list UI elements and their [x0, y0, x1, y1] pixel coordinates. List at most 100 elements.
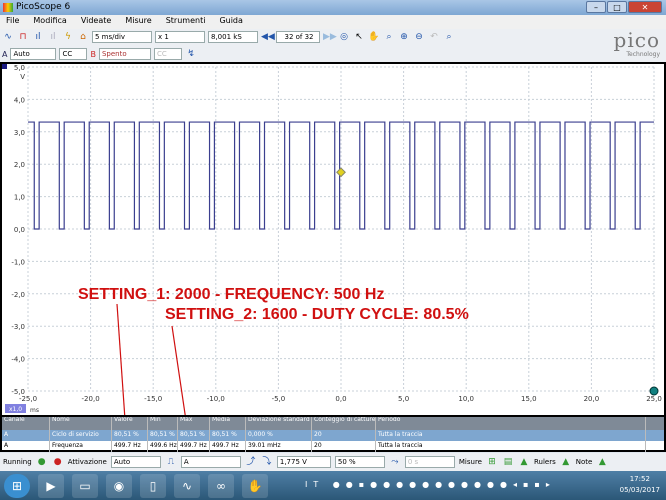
pretrigger-input[interactable]: 50 %: [334, 456, 385, 468]
delay-input[interactable]: 0 s: [404, 456, 455, 468]
y-tick-label: 5,0: [14, 64, 25, 72]
rising-edge-icon[interactable]: ⤴: [246, 457, 256, 467]
x-tick-label: -20,0: [82, 395, 100, 403]
close-button[interactable]: ✕: [628, 1, 662, 13]
y-tick-label: -1,0: [11, 258, 25, 266]
minimize-button[interactable]: –: [586, 1, 606, 13]
edit-measure-icon[interactable]: ▤: [503, 457, 513, 467]
start-icon[interactable]: ●: [37, 457, 46, 467]
channel-b-range[interactable]: Spento: [98, 48, 151, 60]
chrome-icon[interactable]: ◉: [106, 473, 132, 498]
y-tick-label: -2,0: [11, 291, 25, 299]
table-cell: A: [2, 441, 50, 452]
home-icon[interactable]: ⌂: [80, 32, 86, 42]
spectrum-mode-icon[interactable]: ıl: [35, 32, 41, 42]
system-tray: IT ●●▪●●●●●●●●●●●◂▪▪▸: [305, 480, 556, 489]
falling-edge-icon[interactable]: ⤵: [262, 457, 272, 467]
table-cell: Tutta la traccia: [376, 441, 646, 452]
clock[interactable]: 17:52 05/03/2017: [620, 474, 660, 496]
next-capture-icon[interactable]: ▶▶: [323, 32, 337, 42]
zoom-icon[interactable]: ⌕: [386, 32, 392, 42]
clock-date: 05/03/2017: [619, 486, 660, 494]
pointer-icon[interactable]: ↖: [355, 32, 363, 42]
channel-a-label[interactable]: A: [2, 49, 8, 59]
zoom-in-icon[interactable]: ⊕: [400, 32, 408, 42]
scope-mode-icon[interactable]: ∿: [4, 32, 12, 42]
column-header[interactable]: Canale: [2, 417, 50, 430]
channel-a-range[interactable]: Auto: [10, 48, 57, 60]
menu-guida[interactable]: Guida: [219, 16, 243, 25]
menu-videate[interactable]: Videate: [80, 16, 112, 25]
menu-bar: File Modifica Videate Misure Strumenti G…: [0, 15, 666, 29]
explorer-icon[interactable]: ▭: [72, 473, 98, 498]
column-header[interactable]: Conteggio di catture: [312, 417, 376, 430]
arduino-icon[interactable]: ∞: [208, 473, 234, 498]
undo-zoom-icon[interactable]: ↶: [430, 32, 438, 42]
annotation-arrow: [116, 303, 126, 415]
timebase-select[interactable]: 5 ms/div: [92, 31, 152, 43]
clock-time: 17:52: [629, 475, 650, 483]
table-cell: 80,51 %: [112, 430, 148, 441]
channel-b-label[interactable]: B: [90, 49, 96, 59]
persistence-mode-icon[interactable]: ⊓: [19, 32, 27, 42]
channel-a-coupling[interactable]: CC: [59, 48, 88, 60]
remove-measure-icon[interactable]: ▲: [520, 457, 528, 467]
taskbar: ⊞ ▶ ▭ ◉ ▯ ∿ ∞ ✋ IT ●●▪●●●●●●●●●●●◂▪▪▸ 17…: [0, 471, 666, 500]
y-unit-label: V: [20, 73, 25, 81]
menu-strumenti[interactable]: Strumenti: [165, 16, 206, 25]
threshold-input[interactable]: 1,775 V: [276, 456, 331, 468]
column-header[interactable]: Max: [178, 417, 210, 430]
column-header[interactable]: Periodo: [376, 417, 646, 430]
add-measure-icon[interactable]: ⊞: [488, 457, 496, 467]
column-header[interactable]: Min: [148, 417, 178, 430]
language-indicator[interactable]: IT: [305, 480, 325, 489]
zoom-badge: [5, 404, 26, 413]
column-header[interactable]: Nome: [50, 417, 112, 430]
table-cell: 499.7 Hz: [178, 441, 210, 452]
maximize-button[interactable]: □: [607, 1, 627, 13]
trigger-delay-icon[interactable]: ⤳: [391, 457, 399, 467]
annotation-duty-cycle: SETTING_2: 1600 - DUTY CYCLE: 80.5%: [165, 306, 469, 323]
samples-input[interactable]: 8,001 kS: [208, 31, 258, 43]
signal-generator-icon[interactable]: ϟ: [65, 32, 71, 42]
notes-icon[interactable]: ▲: [598, 457, 606, 467]
start-menu-icon[interactable]: ⊞: [4, 473, 30, 498]
hand-icon[interactable]: ✋: [368, 32, 380, 42]
column-header[interactable]: Deviazione standard: [246, 417, 312, 430]
capture-counter[interactable]: 32 of 32: [276, 31, 320, 43]
channel-properties-icon[interactable]: ↯: [187, 49, 195, 59]
main-toolbar: ∿ ⊓ ıl ıl ϟ ⌂ 5 ms/div x 1 8,001 kS ◀◀ 3…: [0, 29, 560, 45]
channel-b-coupling[interactable]: CC: [153, 48, 182, 60]
table-cell: 80,51 %: [210, 430, 246, 441]
stop-icon[interactable]: ●: [53, 457, 62, 467]
trigger-source-select[interactable]: A: [180, 456, 241, 468]
compass-icon[interactable]: ◎: [340, 32, 348, 42]
x-tick-label: 15,0: [521, 395, 537, 403]
x-tick-label: 10,0: [458, 395, 474, 403]
measures-label: Misure: [458, 458, 482, 466]
media-player-icon[interactable]: ▶: [38, 473, 64, 498]
scope-plot[interactable]: 5,0 4,0 3,0 2,0 1,0 0,0 -1,0 -2,0 -3,0 -4,0 -5,0 -2…: [0, 62, 666, 417]
rulers-icon[interactable]: ▲: [562, 457, 570, 467]
channel-toolbar: A Auto CC B Spento CC ↯: [0, 46, 560, 62]
app-icon[interactable]: ▯: [140, 473, 166, 498]
menu-modifica[interactable]: Modifica: [33, 16, 67, 25]
picoscope-taskbar-icon[interactable]: ∿: [174, 473, 200, 498]
menu-misure[interactable]: Misure: [125, 16, 152, 25]
zoom-out-icon[interactable]: ⊖: [415, 32, 423, 42]
y-tick-label: 1,0: [14, 194, 25, 202]
table-row[interactable]: A Ciclo di servizio 80,51 % 80,51 % 80,51 % 8…: [2, 430, 664, 441]
table-row[interactable]: A Frequenza 499.7 Hz 499.6 Hz 499.7 Hz 499.7 …: [2, 441, 664, 452]
trigger-edge-icon[interactable]: ⎍: [167, 457, 175, 467]
table-cell: 20: [312, 430, 376, 441]
hand-app-icon[interactable]: ✋: [242, 473, 268, 498]
first-capture-icon[interactable]: ◀◀: [261, 32, 275, 42]
column-header[interactable]: Media: [210, 417, 246, 430]
menu-file[interactable]: File: [6, 16, 20, 25]
column-header[interactable]: Valore: [112, 417, 148, 430]
trigger-mode-select[interactable]: Auto: [110, 456, 161, 468]
zoom-overview-icon[interactable]: ⌕: [446, 32, 452, 42]
ruler-handle: [649, 386, 659, 396]
zoom-select[interactable]: x 1: [155, 31, 205, 43]
channel-options-icon[interactable]: ıl: [50, 32, 56, 42]
